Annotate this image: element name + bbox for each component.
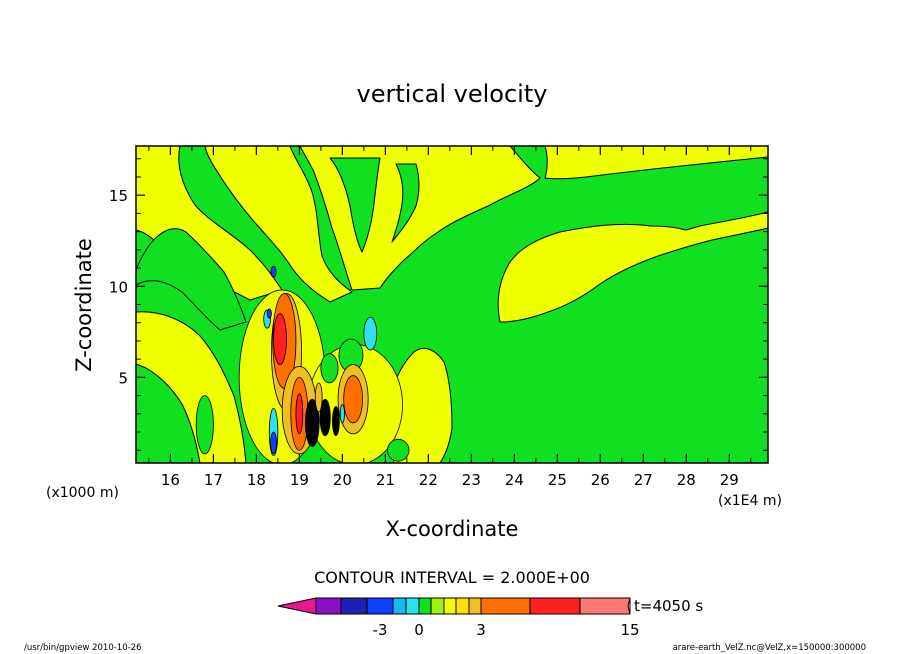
contour-cell-red-13: [295, 393, 304, 435]
colorbar-label: -3: [373, 621, 388, 639]
contour-cell-black-16: [304, 398, 320, 448]
colorbar-box: [315, 597, 342, 615]
contour-cell-black-17: [319, 398, 331, 437]
contour-cell-green-24: [195, 395, 214, 455]
chart-title: vertical velocity: [357, 80, 548, 108]
colorbar-box: [480, 597, 531, 615]
contour-cell-cyan-21: [339, 404, 345, 424]
colorbar-box: [366, 597, 394, 615]
green-tongue-left: [136, 228, 247, 331]
contour-cell-amber-22: [314, 382, 323, 413]
contour-cell-red-6: [273, 313, 287, 366]
x-tick-label: 16: [161, 471, 180, 489]
field-bands: [136, 146, 768, 463]
colorbar-arrow-low: [277, 597, 317, 615]
colorbar-box: [340, 597, 368, 615]
yellow-strip-lower-left: [136, 311, 247, 463]
x-tick-label: 23: [462, 471, 481, 489]
colorbar-box: [529, 597, 581, 615]
colorbar-box: [392, 597, 407, 615]
colorbar-label: 3: [476, 621, 486, 639]
colorbar-box: [468, 597, 482, 615]
x-axis-label: X-coordinate: [386, 517, 519, 541]
contour-cell-cyan-9: [363, 316, 378, 351]
colorbar: [277, 597, 631, 615]
x-tick-label: 22: [419, 471, 438, 489]
x-tick-label: 20: [333, 471, 352, 489]
colorbar-box: [443, 597, 457, 615]
y-tick-label: 10: [109, 278, 128, 296]
x-tick-label: 19: [290, 471, 309, 489]
x-tick-label: 26: [591, 471, 610, 489]
green-strip-upper-center: [329, 157, 381, 253]
colorbar-labels: -3 0 3 15: [373, 621, 640, 639]
x-axis-unit-label: (x1E4 m): [718, 493, 782, 509]
x-tick-label: 18: [247, 471, 266, 489]
yellow-band-middle: [204, 146, 353, 303]
contour-cell-blue-8: [266, 308, 272, 319]
contour-cell-blue-20: [270, 431, 277, 455]
x-tick-label: 17: [204, 471, 223, 489]
contour-cell-green-3: [320, 353, 339, 384]
colorbar-arrow-high: [627, 597, 631, 615]
footer-left: /usr/bin/gpview 2010-10-26: [24, 643, 142, 653]
contour-interval-label: CONTOUR INTERVAL = 2.000E+00: [314, 568, 590, 587]
colorbar-box: [430, 597, 445, 615]
time-label: t=4050 s: [634, 597, 703, 615]
x-tick-label: 27: [634, 471, 653, 489]
colorbar-box: [418, 597, 432, 615]
contour-cell-orange-15: [343, 375, 363, 424]
colorbar-box: [579, 597, 631, 615]
colorbar-box: [455, 597, 470, 615]
plot-area: [136, 146, 768, 463]
y-tick-label: 5: [118, 369, 128, 387]
x-tick-label: 21: [376, 471, 395, 489]
y-tick-label: 15: [109, 187, 128, 205]
y-axis-ticks: 5 10 15: [109, 158, 768, 451]
y-axis-label: Z-coordinate: [72, 238, 96, 372]
x-tick-label: 28: [677, 471, 696, 489]
y-axis-unit-label: (x1000 m): [46, 485, 119, 501]
contour-cell-green-23: [387, 438, 410, 462]
velocity-contour-cells: [195, 265, 410, 463]
contour-cell-black-18: [332, 406, 340, 437]
colorbar-label: 0: [414, 621, 424, 639]
x-axis-ticks: 16 17 18 19 20 21 22 23 24 25 26 27 28 29: [148, 146, 752, 489]
colorbar-label: 15: [620, 621, 639, 639]
x-tick-label: 24: [505, 471, 524, 489]
x-tick-label: 29: [720, 471, 739, 489]
x-tick-label: 25: [548, 471, 567, 489]
colorbar-box: [405, 597, 420, 615]
footer-right: arare-earth_VelZ.nc@VelZ,x=150000:300000: [673, 643, 866, 653]
contour-cell-blue-10: [270, 265, 277, 278]
green-strip-upper-right-of-center: [391, 163, 420, 243]
